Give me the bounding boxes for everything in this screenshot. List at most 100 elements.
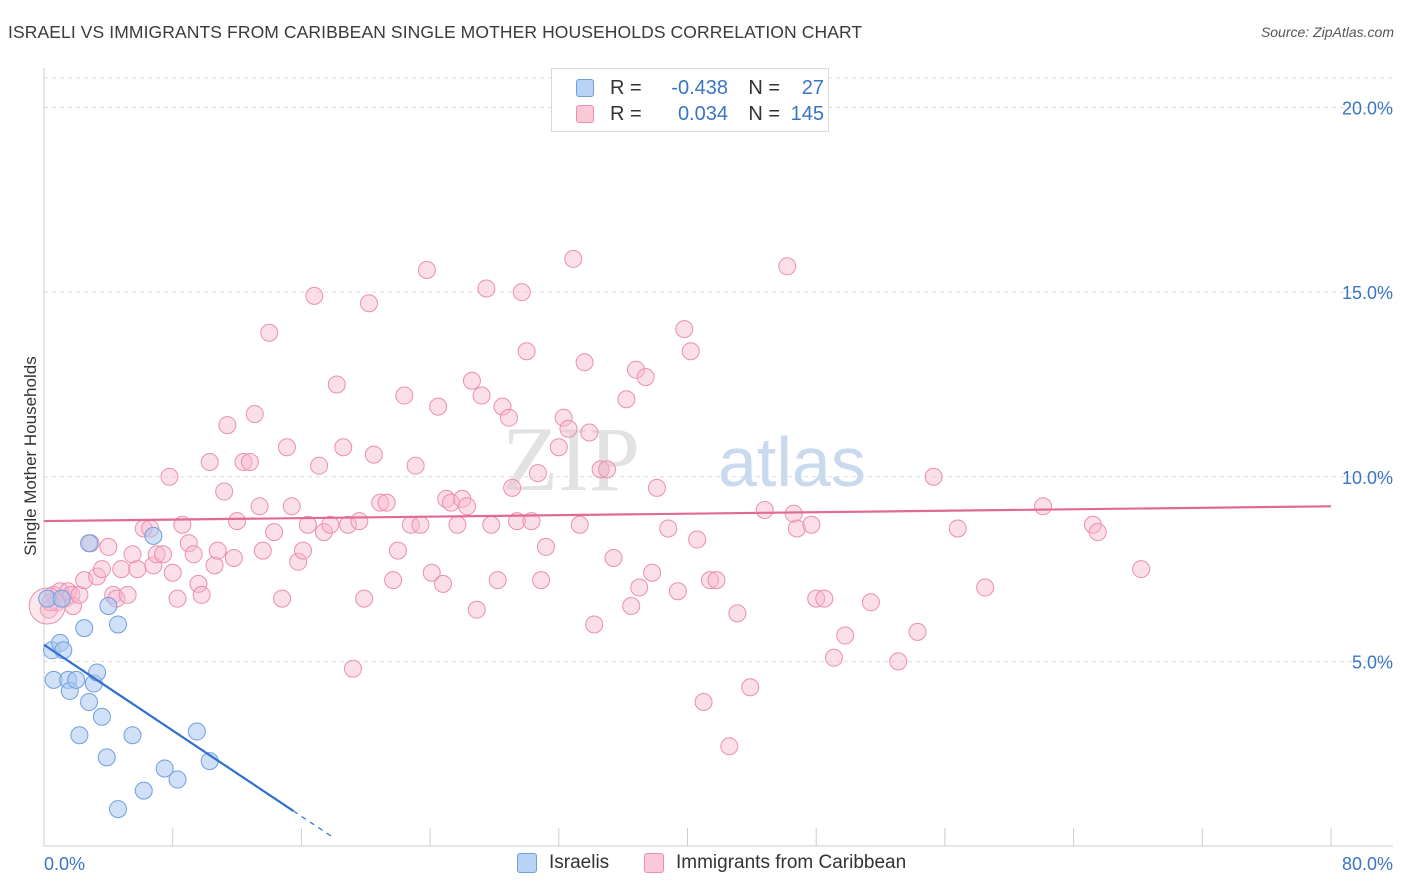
caribbean-point (371, 493, 390, 512)
caribbean-point (861, 593, 880, 612)
caribbean-point (250, 497, 269, 516)
caribbean-point (617, 390, 636, 409)
caribbean-point (554, 408, 573, 427)
caribbean-point (218, 416, 237, 435)
caribbean-point (422, 563, 441, 582)
israeli-point (168, 770, 187, 789)
caribbean-point (321, 515, 340, 534)
axes (43, 68, 1393, 847)
caribbean-point (570, 515, 589, 534)
caribbean-point (720, 737, 739, 756)
caribbean-point (675, 320, 694, 339)
axis-labels: 5.0% 10.0% 15.0% 20.0% 0.0% 80.0% Single Mothe… (21, 99, 1393, 874)
caribbean-point (787, 519, 806, 538)
watermark: ZIP atlas (502, 408, 866, 510)
caribbean-point (364, 445, 383, 464)
caribbean-point (253, 541, 272, 560)
y-tick-label: 20.0% (1342, 99, 1393, 119)
legend-n-label: N = (748, 76, 780, 99)
caribbean-point (575, 353, 594, 372)
caribbean-point (707, 571, 726, 590)
caribbean-point (458, 497, 477, 516)
caribbean-point (889, 652, 908, 671)
caribbean-point (1132, 560, 1151, 579)
x-tick-label: 0.0% (44, 854, 85, 874)
caribbean-point (493, 397, 512, 416)
caribbean-point (488, 571, 507, 590)
caribbean-point (245, 405, 264, 423)
legend-n-label: N = (748, 102, 780, 125)
trend-lines (43, 505, 1332, 839)
caribbean-trend-line (43, 505, 1332, 523)
caribbean-point (948, 519, 967, 538)
caribbean-point (128, 560, 147, 579)
legend-row-israelis: R = -0.438 N = 27 (576, 75, 824, 101)
chart-title: ISRAELI VS IMMIGRANTS FROM CARIBBEAN SIN… (8, 22, 863, 42)
caribbean-point (824, 648, 843, 667)
legend-r-label: R = (610, 76, 642, 99)
caribbean-point (224, 549, 243, 567)
caribbean-point (154, 545, 173, 564)
caribbean-point (112, 560, 131, 579)
israeli-point (97, 748, 116, 767)
caribbean-point (350, 512, 369, 531)
caribbean-point (532, 571, 551, 590)
israeli-point (67, 670, 86, 689)
caribbean-point (205, 556, 224, 575)
caribbean-point (289, 552, 308, 571)
legend-r-value: -0.438 (671, 76, 728, 99)
caribbean-point (234, 453, 253, 471)
israeli-point (70, 726, 89, 745)
caribbean-point (701, 571, 720, 590)
caribbean-point (395, 386, 414, 405)
caribbean-point (240, 453, 259, 471)
series-swatch-israelis (517, 853, 537, 873)
caribbean-point (472, 386, 491, 405)
caribbean-point (277, 438, 296, 457)
series-swatch-caribbean (644, 853, 664, 873)
caribbean-point (598, 460, 617, 479)
caribbean-point (528, 464, 547, 483)
caribbean-point (388, 541, 407, 560)
caribbean-point (1034, 497, 1053, 516)
caribbean-point (630, 578, 649, 597)
series-legend-israelis[interactable]: Israelis (517, 852, 609, 874)
caribbean-point (549, 438, 568, 457)
caribbean-point (343, 659, 362, 678)
caribbean-point (92, 560, 111, 579)
series-label-israelis: Israelis (549, 852, 610, 873)
x-tick-label: 80.0% (1342, 854, 1393, 874)
series-legend-caribbean[interactable]: Immigrants from Caribbean (644, 852, 906, 874)
caribbean-point (147, 545, 166, 564)
caribbean-point (924, 467, 943, 486)
caribbean-point (507, 512, 526, 531)
caribbean-point (327, 375, 346, 394)
caribbean-point (467, 600, 486, 619)
caribbean-point (591, 460, 610, 479)
caribbean-point (694, 693, 713, 711)
caribbean-point (189, 574, 208, 593)
caribbean-point (429, 397, 448, 416)
correlation-legend: R = -0.438 N = 27 R = 0.034 N = 145 (551, 68, 829, 132)
caribbean-point (536, 537, 555, 556)
caribbean-point (482, 515, 501, 534)
caribbean-point (448, 515, 467, 534)
caribbean-point (160, 467, 179, 486)
israeli-point (75, 619, 94, 638)
caribbean-point (184, 545, 203, 564)
caribbean-point (417, 261, 436, 279)
caribbean-point (627, 360, 646, 379)
caribbean-point (462, 371, 481, 390)
caribbean-point (228, 512, 247, 531)
caribbean-point (585, 615, 604, 634)
caribbean-point (559, 419, 578, 438)
caribbean-point (359, 294, 378, 313)
caribbean-point (355, 589, 374, 608)
y-axis-label: Single Mother Households (21, 356, 40, 555)
series-label-caribbean: Immigrants from Caribbean (676, 852, 907, 873)
caribbean-point (659, 519, 678, 538)
legend-row-caribbean: R = 0.034 N = 145 (576, 101, 824, 127)
caribbean-point (522, 512, 541, 531)
caribbean-point (477, 279, 496, 298)
